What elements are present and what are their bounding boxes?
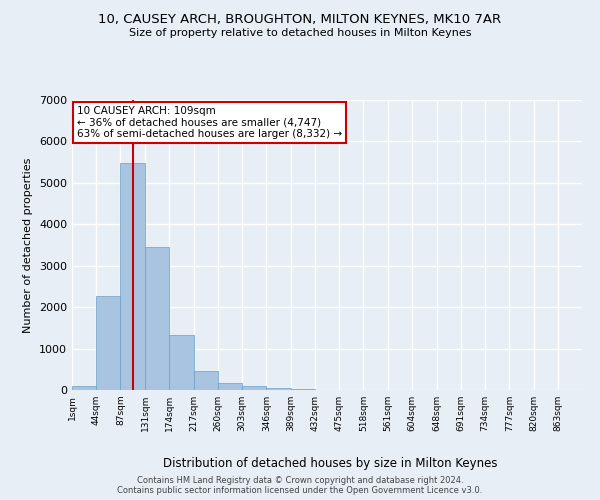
Bar: [72, 386, 96, 390]
Bar: [242, 386, 266, 390]
Text: 10 CAUSEY ARCH: 109sqm
← 36% of detached houses are smaller (4,747)
63% of semi-: 10 CAUSEY ARCH: 109sqm ← 36% of detached…: [77, 106, 342, 139]
Text: Contains HM Land Registry data © Crown copyright and database right 2024.
Contai: Contains HM Land Registry data © Crown c…: [118, 476, 482, 495]
Y-axis label: Number of detached properties: Number of detached properties: [23, 158, 34, 332]
Bar: [266, 388, 290, 390]
Bar: [290, 389, 315, 390]
Bar: [194, 370, 218, 390]
Text: Distribution of detached houses by size in Milton Keynes: Distribution of detached houses by size …: [163, 458, 497, 470]
Bar: [145, 247, 169, 390]
Bar: [169, 336, 194, 390]
Text: Size of property relative to detached houses in Milton Keynes: Size of property relative to detached ho…: [129, 28, 471, 38]
Bar: [218, 383, 242, 390]
Bar: [96, 296, 121, 390]
Text: 10, CAUSEY ARCH, BROUGHTON, MILTON KEYNES, MK10 7AR: 10, CAUSEY ARCH, BROUGHTON, MILTON KEYNE…: [98, 12, 502, 26]
Bar: [121, 163, 145, 390]
